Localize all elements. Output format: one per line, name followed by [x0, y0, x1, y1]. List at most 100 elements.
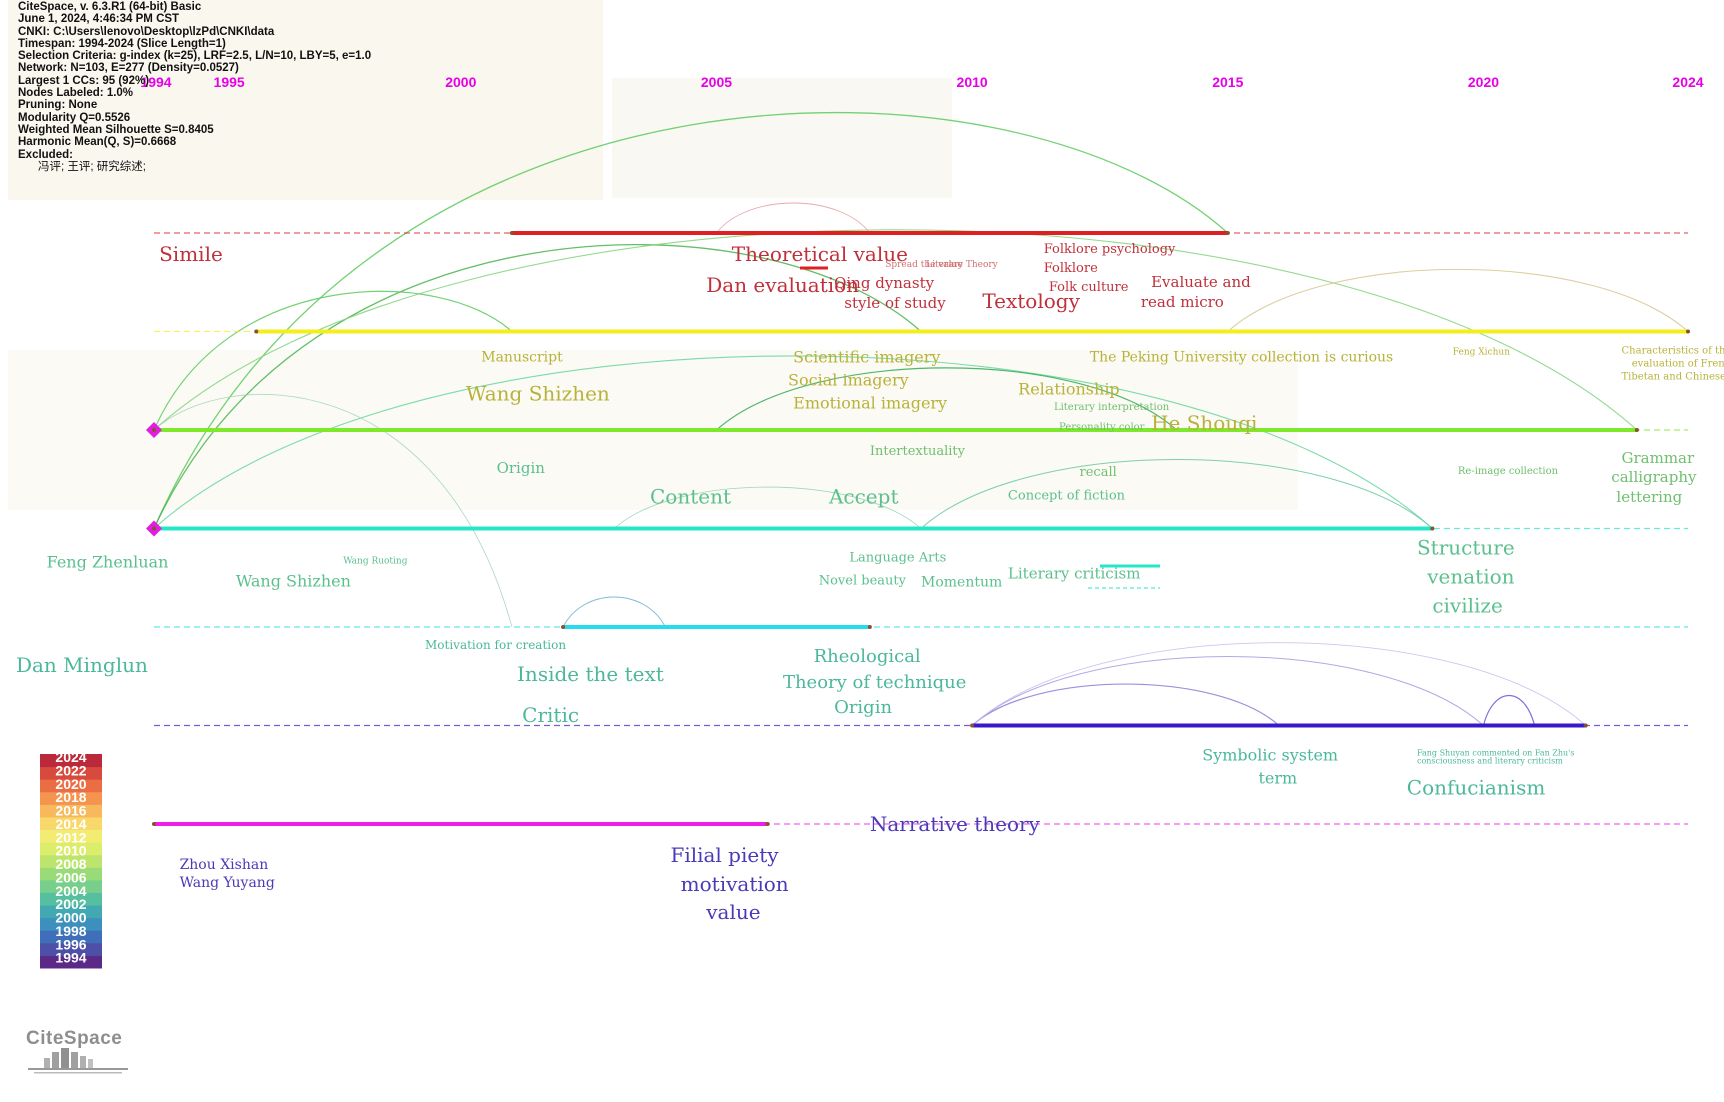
term-label: Intertextuality — [870, 444, 966, 459]
term-label: consciousness and literary criticism — [1417, 757, 1563, 766]
term-label: Social imagery — [788, 371, 909, 390]
legend-year-label: 2022 — [55, 762, 86, 778]
term-label: Structure — [1417, 536, 1515, 560]
node-dot — [561, 625, 566, 629]
term-label: Feng Zhenluan — [47, 553, 169, 572]
term-label: Relationship — [1018, 380, 1120, 399]
citation-link — [562, 596, 666, 628]
citation-links — [153, 111, 1689, 726]
term-label: Emotional imagery — [793, 394, 947, 413]
term-label: Narrative theory — [870, 812, 1041, 836]
year-tick-label: 1995 — [214, 74, 245, 90]
node-dot — [254, 329, 259, 334]
logo-city-icon — [28, 1048, 128, 1074]
citation-link — [971, 683, 1280, 726]
legend-swatch — [40, 930, 102, 944]
info-line: Timespan: 1994-2024 (Slice Length=1) — [18, 37, 226, 50]
term-label: Wang Ruoting — [343, 557, 408, 567]
legend-swatch — [40, 879, 102, 893]
info-line: Selection Criteria: g-index (k=25), LRF=… — [18, 50, 372, 63]
legend-year-label: 2024 — [55, 749, 86, 765]
term-label: Critic — [522, 703, 579, 727]
term-label: Wang Yuyang — [180, 875, 275, 891]
info-line: Modularity Q=0.5526 — [18, 111, 131, 124]
node-dot — [970, 723, 975, 728]
legend-year-label: 2002 — [55, 896, 86, 912]
term-label: Momentum — [921, 575, 1002, 591]
citation-link — [153, 111, 1229, 529]
term-label: read micro — [1141, 293, 1224, 311]
term-label: Motivation for creation — [425, 638, 566, 652]
citation-link — [153, 355, 1433, 529]
legend-year-label: 2008 — [55, 856, 86, 872]
legend-year-label: 1996 — [55, 936, 86, 952]
legend-swatch — [40, 955, 102, 969]
term-label: Confucianism — [1407, 776, 1546, 800]
term-label: style of study — [844, 294, 946, 312]
legend-swatch — [40, 804, 102, 818]
year-tick-label: 2000 — [445, 74, 476, 90]
term-label: Characteristics of the — [1622, 346, 1724, 357]
term-label: venation — [1426, 565, 1514, 589]
term-label: motivation — [681, 872, 789, 896]
term-label: Origin — [497, 459, 546, 477]
term-label: Language Arts — [849, 551, 946, 566]
term-label: Personality color — [1059, 422, 1145, 433]
legend-year-label: 2012 — [55, 829, 86, 845]
term-label: Rheological — [814, 646, 921, 667]
term-label: Folklore psychology — [1044, 242, 1176, 257]
citation-link — [613, 486, 922, 529]
term-label: Literary Theory — [926, 260, 999, 270]
legend-year-label: 1994 — [55, 950, 86, 966]
info-line: Largest 1 CCs: 95 (92%) — [18, 74, 150, 87]
term-label: Fang Shuyan commented on Fan Zhu's — [1417, 749, 1574, 758]
term-label: Manuscript — [481, 350, 563, 366]
legend-swatch — [40, 942, 102, 956]
term-label: Dan Minglun — [16, 653, 148, 677]
legend-swatch — [40, 779, 102, 793]
term-labels: Simile Theoretical value Dan evaluationQin… — [16, 242, 1724, 924]
term-label: Evaluate and — [1151, 273, 1251, 291]
term-label: Textology — [982, 289, 1080, 313]
term-label: Inside the text — [517, 662, 664, 686]
citation-link — [1227, 268, 1689, 332]
info-line: Harmonic Mean(Q, S)=0.6668 — [18, 136, 177, 149]
term-label: Grammar — [1622, 449, 1695, 467]
cluster-lanes — [146, 231, 1690, 826]
legend-year-label: 2010 — [55, 843, 86, 859]
citation-link — [153, 393, 513, 628]
node-dot — [1686, 329, 1690, 334]
term-label: Accept — [828, 485, 899, 509]
info-line: Pruning: None — [18, 99, 98, 112]
node-dot — [867, 625, 872, 629]
legend-swatch — [40, 892, 102, 906]
legend-swatch — [40, 905, 102, 919]
legend-swatch — [40, 754, 102, 768]
background-block — [612, 78, 952, 198]
term-label: Literary criticism — [1008, 565, 1141, 583]
node-dot — [1634, 428, 1639, 432]
term-label: Symbolic system — [1202, 746, 1338, 765]
node-dot — [152, 526, 156, 531]
term-label: Filial piety — [670, 843, 779, 867]
legend-year-label: 2014 — [55, 816, 86, 832]
citespace-logo: CiteSpace — [24, 1028, 134, 1080]
node-dot — [1583, 723, 1588, 728]
legend-year-label: 2016 — [55, 803, 86, 819]
excluded-terms: 冯评; 王评; 研究综述; — [38, 160, 146, 173]
year-tick-label: 2015 — [1212, 74, 1243, 90]
year-tick-label: 2024 — [1672, 74, 1703, 90]
term-label: Re-image collection — [1458, 466, 1559, 477]
node-dot — [765, 822, 770, 826]
term-label: Dan evaluation — [706, 273, 859, 297]
term-label: Wang Shizhen — [466, 382, 610, 406]
node-dot — [152, 428, 156, 432]
term-label: calligraphy — [1611, 468, 1697, 486]
term-label: Theory of technique — [783, 672, 966, 693]
term-label: value — [705, 900, 760, 924]
year-color-legend: 2024202220202018201620142012201020082006… — [40, 749, 102, 969]
network-info-panel: CiteSpace, v. 6.3.R1 (64-bit) Basic June … — [18, 1, 371, 173]
term-label: civilize — [1432, 594, 1502, 618]
term-label: Origin — [834, 697, 892, 718]
info-line: Nodes Labeled: 1.0% — [18, 87, 134, 100]
